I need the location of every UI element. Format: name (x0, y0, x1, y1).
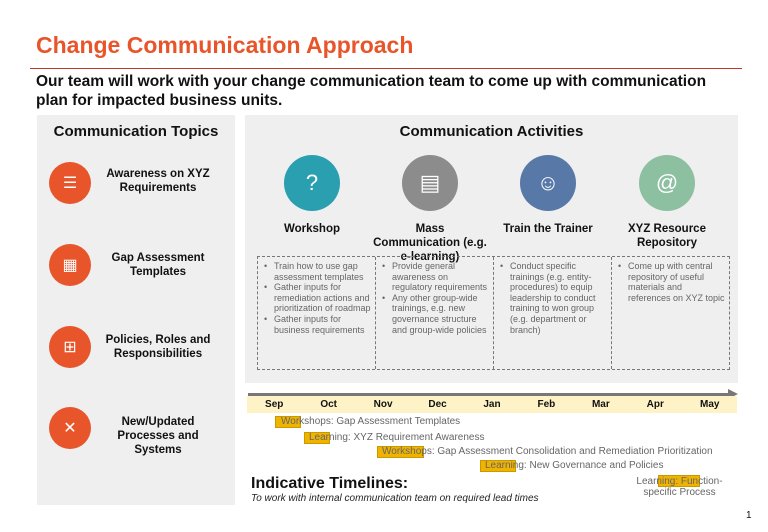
page-number: 1 (746, 510, 752, 521)
month: Nov (373, 399, 393, 410)
newspaper-icon: ▤ (402, 155, 458, 211)
email-icon: @ (639, 155, 695, 211)
gantt-label: Learning: Function-specific Process (636, 476, 723, 498)
month: Jan (483, 399, 501, 410)
topic-label: Policies, Roles and Responsibilities (105, 334, 211, 360)
activity-label: Workshop (283, 223, 340, 235)
workshop-details: Train how to use gap assessment template… (258, 257, 376, 369)
month: Sep (265, 399, 284, 410)
activity-details: Train how to use gap assessment template… (257, 256, 730, 370)
timeline-arrow (248, 393, 730, 396)
timeline-title: Indicative Timelines: (251, 475, 409, 492)
table-icon: ▦ (49, 244, 91, 286)
subtitle: Our team will work with your change comm… (36, 73, 707, 109)
activity-label: XYZ Resource Repository (628, 223, 706, 249)
gantt-bar (480, 460, 516, 472)
bullet: Any other group-wide trainings, e.g. new… (382, 293, 490, 335)
tools-icon: ✕ (49, 407, 91, 449)
repository-details: Come up with central repository of usefu… (612, 257, 729, 369)
gantt-label: Workshops: Gap Assessment Templates (281, 416, 461, 427)
topic-label: Gap Assessment Templates (111, 252, 205, 278)
org-chart-icon: ⊞ (49, 326, 91, 368)
activity-label: Train the Trainer (503, 223, 593, 235)
train-the-trainer-details: Conduct specific trainings (e.g. entity-… (494, 257, 612, 369)
gantt-bar (377, 446, 424, 458)
month: Dec (428, 399, 447, 410)
chat-question-icon: ? (284, 155, 340, 211)
bullet: Provide general awareness on regulatory … (382, 261, 490, 293)
topics-panel: Communication Topics ☰ Awareness on XYZ … (37, 115, 235, 505)
mass-communication-details: Provide general awareness on regulatory … (376, 257, 494, 369)
month: Oct (320, 399, 337, 410)
arrowhead-icon (728, 389, 738, 399)
month: Mar (591, 399, 610, 410)
gantt-label: Workshops: Gap Assessment Consolidation … (382, 446, 713, 457)
bullet: Come up with central repository of usefu… (618, 261, 726, 303)
title-divider (30, 68, 742, 69)
gantt-bar (275, 416, 301, 428)
month: Feb (537, 399, 556, 410)
activities-heading: Communication Activities (399, 123, 584, 140)
gantt-bar (658, 475, 700, 487)
bullet: Gather inputs for business requirements (264, 314, 372, 335)
bullet: Gather inputs for remediation actions an… (264, 282, 372, 314)
activity-label: Mass Communication (e.g. e-learning) (373, 223, 487, 263)
timeline-note: To work with internal communication team… (251, 493, 539, 504)
month: May (699, 399, 720, 410)
topics-heading: Communication Topics (53, 123, 219, 140)
gantt-bar (304, 432, 330, 444)
checklist-icon: ☰ (49, 162, 91, 204)
gantt-label: Learning: New Governance and Policies (485, 460, 664, 471)
topic-label: New/Updated Processes and Systems (117, 416, 199, 456)
bullet: Conduct specific trainings (e.g. entity-… (500, 261, 608, 335)
page-title: Change Communication Approach (36, 32, 414, 58)
activities-panel: Communication Activities ? Workshop ▤ Ma… (245, 115, 738, 383)
month: Apr (646, 399, 664, 410)
people-icon: ☺ (520, 155, 576, 211)
gantt-label: Learning: XYZ Requirement Awareness (309, 432, 485, 443)
topic-label: Awareness on XYZ Requirements (106, 168, 210, 194)
bullet: Train how to use gap assessment template… (264, 261, 372, 282)
month-bar: Sep Oct Nov Dec Jan Feb Mar Apr May (247, 396, 737, 413)
